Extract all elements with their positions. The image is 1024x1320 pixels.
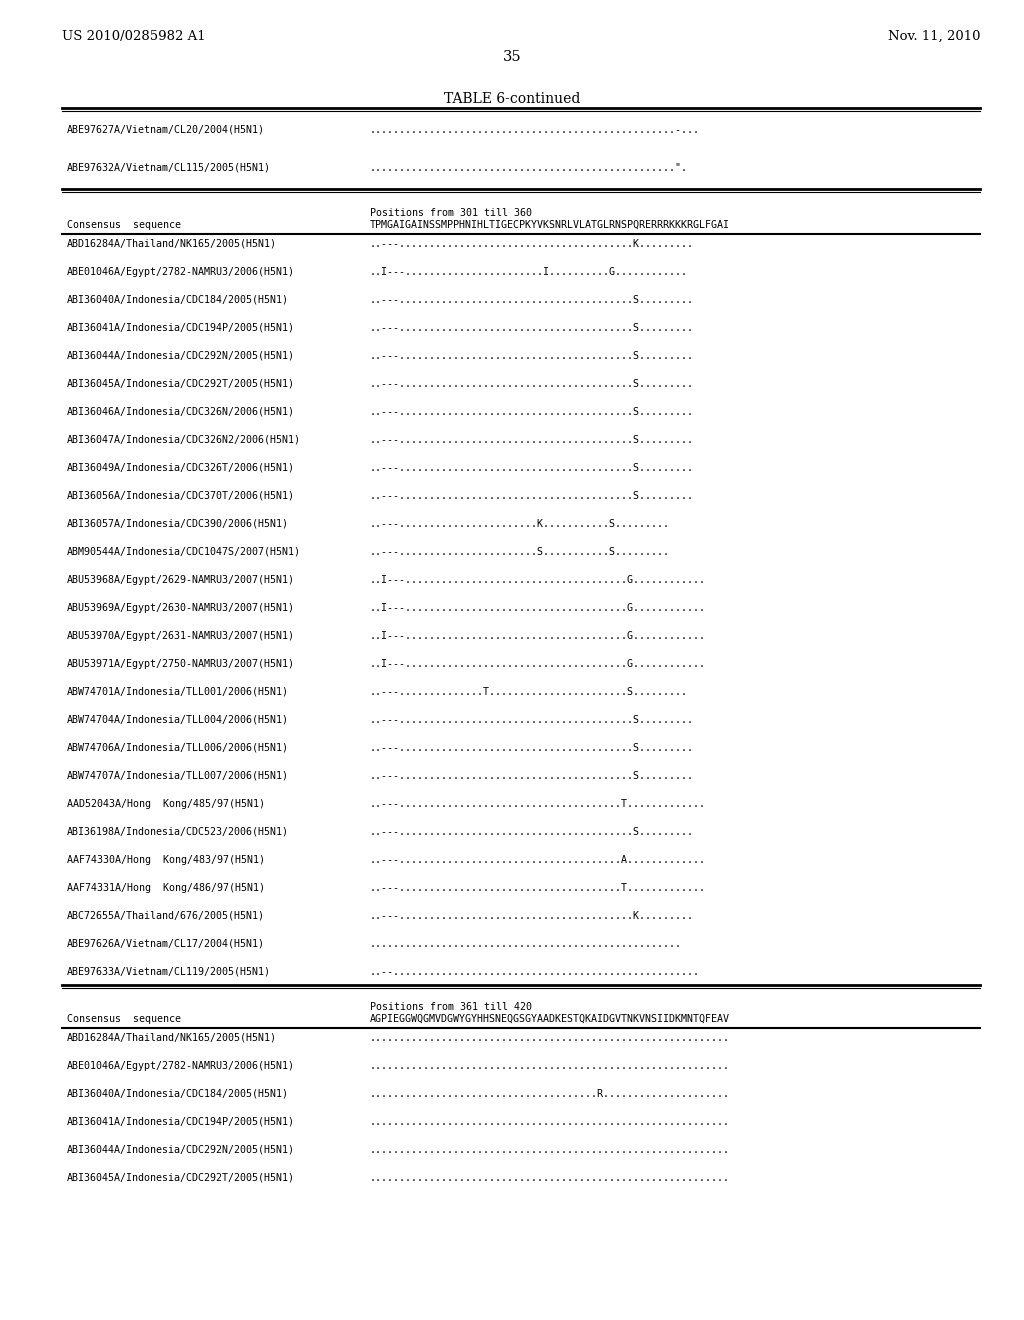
Text: AGPIEGGWQGMVDGWYGYHHSNEQGSGYAADKESTQKAIDGVTNKVNSIIDKMNTQFEAV: AGPIEGGWQGMVDGWYGYHHSNEQGSGYAADKESTQKAID…	[370, 1014, 730, 1024]
Text: ..---.......................................S.........: ..---...................................…	[370, 407, 694, 417]
Text: ABI36041A/Indonesia/CDC194P/2005(H5N1): ABI36041A/Indonesia/CDC194P/2005(H5N1)	[67, 1117, 295, 1127]
Text: ABE01046A/Egypt/2782-NAMRU3/2006(H5N1): ABE01046A/Egypt/2782-NAMRU3/2006(H5N1)	[67, 1061, 295, 1071]
Text: Positions from 301 till 360: Positions from 301 till 360	[370, 209, 532, 218]
Text: ..---.......................................S.........: ..---...................................…	[370, 771, 694, 781]
Text: ABI36045A/Indonesia/CDC292T/2005(H5N1): ABI36045A/Indonesia/CDC292T/2005(H5N1)	[67, 1173, 295, 1183]
Text: ..---.......................................S.........: ..---...................................…	[370, 294, 694, 305]
Text: ABE97633A/Vietnam/CL119/2005(H5N1): ABE97633A/Vietnam/CL119/2005(H5N1)	[67, 968, 271, 977]
Text: ..---.....................................A.............: ..---...................................…	[370, 855, 706, 865]
Text: ABU53968A/Egypt/2629-NAMRU3/2007(H5N1): ABU53968A/Egypt/2629-NAMRU3/2007(H5N1)	[67, 576, 295, 585]
Text: ..I---.....................................G............: ..I---..................................…	[370, 631, 706, 642]
Text: ABI36056A/Indonesia/CDC370T/2006(H5N1): ABI36056A/Indonesia/CDC370T/2006(H5N1)	[67, 491, 295, 502]
Text: ............................................................: ........................................…	[370, 1144, 730, 1155]
Text: ............................................................: ........................................…	[370, 1173, 730, 1183]
Text: ABM90544A/Indonesia/CDC1047S/2007(H5N1): ABM90544A/Indonesia/CDC1047S/2007(H5N1)	[67, 546, 301, 557]
Text: ..---.......................................S.........: ..---...................................…	[370, 491, 694, 502]
Text: ABI36040A/Indonesia/CDC184/2005(H5N1): ABI36040A/Indonesia/CDC184/2005(H5N1)	[67, 1089, 289, 1100]
Text: ABW74706A/Indonesia/TLL006/2006(H5N1): ABW74706A/Indonesia/TLL006/2006(H5N1)	[67, 743, 289, 752]
Text: ..--...................................................: ..--....................................…	[370, 968, 700, 977]
Text: Positions from 361 till 420: Positions from 361 till 420	[370, 1002, 532, 1012]
Text: ..---.....................................T.............: ..---...................................…	[370, 799, 706, 809]
Text: ABU53969A/Egypt/2630-NAMRU3/2007(H5N1): ABU53969A/Egypt/2630-NAMRU3/2007(H5N1)	[67, 603, 295, 612]
Text: ......................................R.....................: ......................................R.…	[370, 1089, 730, 1100]
Text: ..I---.....................................G............: ..I---..................................…	[370, 603, 706, 612]
Text: ..---.......................................K.........: ..---...................................…	[370, 911, 694, 921]
Text: ..I---.....................................G............: ..I---..................................…	[370, 576, 706, 585]
Text: ABI36045A/Indonesia/CDC292T/2005(H5N1): ABI36045A/Indonesia/CDC292T/2005(H5N1)	[67, 379, 295, 389]
Text: ABE97627A/Vietnam/CL20/2004(H5N1): ABE97627A/Vietnam/CL20/2004(H5N1)	[67, 125, 265, 135]
Text: ..---.......................K...........S.........: ..---.......................K...........…	[370, 519, 670, 529]
Text: ABI36046A/Indonesia/CDC326N/2006(H5N1): ABI36046A/Indonesia/CDC326N/2006(H5N1)	[67, 407, 295, 417]
Text: ..---.......................................S.........: ..---...................................…	[370, 379, 694, 389]
Text: TPMGAIGAINSSMPPHNIHLTIGECPKYVKSNRLVLATGLRNSPQRERRRKKKRGLFGAI: TPMGAIGAINSSMPPHNIHLTIGECPKYVKSNRLVLATGL…	[370, 220, 730, 230]
Text: ABI36044A/Indonesia/CDC292N/2005(H5N1): ABI36044A/Indonesia/CDC292N/2005(H5N1)	[67, 351, 295, 360]
Text: AAD52043A/Hong  Kong/485/97(H5N1): AAD52043A/Hong Kong/485/97(H5N1)	[67, 799, 265, 809]
Text: ....................................................: ........................................…	[370, 939, 682, 949]
Text: ..---.......................................S.........: ..---...................................…	[370, 436, 694, 445]
Text: ABI36040A/Indonesia/CDC184/2005(H5N1): ABI36040A/Indonesia/CDC184/2005(H5N1)	[67, 294, 289, 305]
Text: ABI36041A/Indonesia/CDC194P/2005(H5N1): ABI36041A/Indonesia/CDC194P/2005(H5N1)	[67, 323, 295, 333]
Text: Consensus  sequence: Consensus sequence	[67, 220, 181, 230]
Text: ABE97626A/Vietnam/CL17/2004(H5N1): ABE97626A/Vietnam/CL17/2004(H5N1)	[67, 939, 265, 949]
Text: ..---.......................S...........S.........: ..---.......................S...........…	[370, 546, 670, 557]
Text: AAF74330A/Hong  Kong/483/97(H5N1): AAF74330A/Hong Kong/483/97(H5N1)	[67, 855, 265, 865]
Text: ABU53970A/Egypt/2631-NAMRU3/2007(H5N1): ABU53970A/Egypt/2631-NAMRU3/2007(H5N1)	[67, 631, 295, 642]
Text: ..---.......................................S.........: ..---...................................…	[370, 323, 694, 333]
Text: ...................................................".: ........................................…	[370, 162, 688, 173]
Text: ..---.......................................K.........: ..---...................................…	[370, 239, 694, 249]
Text: ABI36049A/Indonesia/CDC326T/2006(H5N1): ABI36049A/Indonesia/CDC326T/2006(H5N1)	[67, 463, 295, 473]
Text: ABD16284A/Thailand/NK165/2005(H5N1): ABD16284A/Thailand/NK165/2005(H5N1)	[67, 1034, 278, 1043]
Text: Nov. 11, 2010: Nov. 11, 2010	[888, 30, 980, 44]
Text: ..---.......................................S.........: ..---...................................…	[370, 715, 694, 725]
Text: ..---..............T.......................S.........: ..---..............T....................…	[370, 686, 688, 697]
Text: TABLE 6-continued: TABLE 6-continued	[443, 92, 581, 106]
Text: ..---.......................................S.........: ..---...................................…	[370, 351, 694, 360]
Text: ..I---.......................I..........G............: ..I---.......................I..........…	[370, 267, 688, 277]
Text: ..---.....................................T.............: ..---...................................…	[370, 883, 706, 894]
Text: ..---.......................................S.........: ..---...................................…	[370, 743, 694, 752]
Text: Consensus  sequence: Consensus sequence	[67, 1014, 181, 1024]
Text: ABU53971A/Egypt/2750-NAMRU3/2007(H5N1): ABU53971A/Egypt/2750-NAMRU3/2007(H5N1)	[67, 659, 295, 669]
Text: ABC72655A/Thailand/676/2005(H5N1): ABC72655A/Thailand/676/2005(H5N1)	[67, 911, 265, 921]
Text: ............................................................: ........................................…	[370, 1061, 730, 1071]
Text: ABI36044A/Indonesia/CDC292N/2005(H5N1): ABI36044A/Indonesia/CDC292N/2005(H5N1)	[67, 1144, 295, 1155]
Text: ...................................................-...: ........................................…	[370, 125, 700, 135]
Text: ABW74704A/Indonesia/TLL004/2006(H5N1): ABW74704A/Indonesia/TLL004/2006(H5N1)	[67, 715, 289, 725]
Text: ..---.......................................S.........: ..---...................................…	[370, 828, 694, 837]
Text: ............................................................: ........................................…	[370, 1034, 730, 1043]
Text: ABI36198A/Indonesia/CDC523/2006(H5N1): ABI36198A/Indonesia/CDC523/2006(H5N1)	[67, 828, 289, 837]
Text: ABE97632A/Vietnam/CL115/2005(H5N1): ABE97632A/Vietnam/CL115/2005(H5N1)	[67, 162, 271, 173]
Text: ............................................................: ........................................…	[370, 1117, 730, 1127]
Text: ABE01046A/Egypt/2782-NAMRU3/2006(H5N1): ABE01046A/Egypt/2782-NAMRU3/2006(H5N1)	[67, 267, 295, 277]
Text: 35: 35	[503, 50, 521, 63]
Text: ABI36047A/Indonesia/CDC326N2/2006(H5N1): ABI36047A/Indonesia/CDC326N2/2006(H5N1)	[67, 436, 301, 445]
Text: ..---.......................................S.........: ..---...................................…	[370, 463, 694, 473]
Text: ABD16284A/Thailand/NK165/2005(H5N1): ABD16284A/Thailand/NK165/2005(H5N1)	[67, 239, 278, 249]
Text: ABI36057A/Indonesia/CDC390/2006(H5N1): ABI36057A/Indonesia/CDC390/2006(H5N1)	[67, 519, 289, 529]
Text: ABW74707A/Indonesia/TLL007/2006(H5N1): ABW74707A/Indonesia/TLL007/2006(H5N1)	[67, 771, 289, 781]
Text: ..I---.....................................G............: ..I---..................................…	[370, 659, 706, 669]
Text: ABW74701A/Indonesia/TLL001/2006(H5N1): ABW74701A/Indonesia/TLL001/2006(H5N1)	[67, 686, 289, 697]
Text: AAF74331A/Hong  Kong/486/97(H5N1): AAF74331A/Hong Kong/486/97(H5N1)	[67, 883, 265, 894]
Text: US 2010/0285982 A1: US 2010/0285982 A1	[62, 30, 206, 44]
